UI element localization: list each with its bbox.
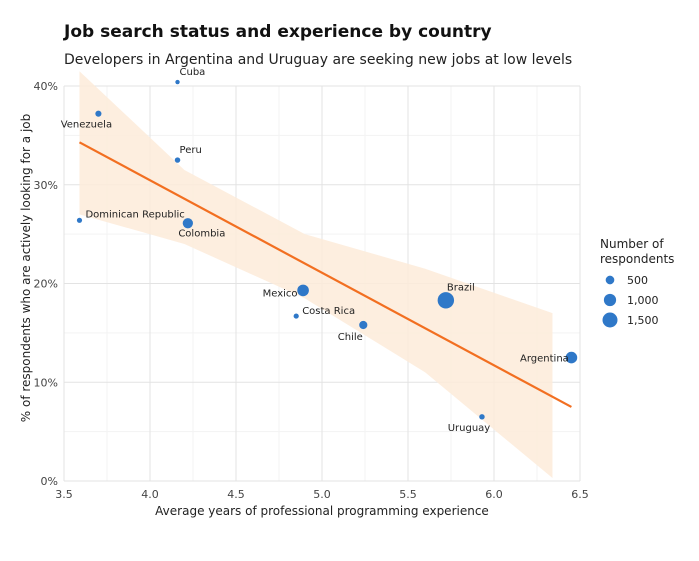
- data-point: [182, 218, 193, 229]
- point-label: Brazil: [447, 282, 475, 293]
- point-label: Costa Rica: [302, 306, 355, 317]
- data-point: [297, 284, 309, 297]
- x-axis-ticks: 3.5 4.0 4.5 5.0 5.5 6.0 6.5: [55, 488, 589, 501]
- data-point: [293, 313, 299, 319]
- data-point: [479, 414, 485, 420]
- x-tick-label: 5.0: [313, 488, 331, 501]
- data-point: [174, 157, 181, 163]
- point-label: Venezuela: [61, 120, 112, 131]
- point-label: Mexico: [263, 288, 298, 299]
- trend-line: [78, 141, 572, 408]
- trend-line-group: [78, 141, 572, 408]
- point-label: Colombia: [178, 228, 225, 239]
- y-tick-label: 40%: [34, 80, 58, 93]
- legend: Number of respondents 500 1,000 1,500: [600, 237, 674, 328]
- confidence-band: [79, 71, 553, 479]
- legend-entry-label: 1,500: [627, 314, 659, 327]
- x-tick-label: 5.5: [399, 488, 417, 501]
- y-axis-label: % of respondents who are actively lookin…: [19, 114, 33, 422]
- x-tick-label: 4.0: [141, 488, 159, 501]
- data-point: [565, 351, 578, 364]
- x-axis-label: Average years of professional programmin…: [155, 504, 489, 518]
- data-point: [76, 217, 83, 223]
- y-tick-label: 30%: [34, 179, 58, 192]
- legend-title-line-2: respondents: [600, 252, 674, 266]
- legend-entry-label: 1,000: [627, 294, 659, 307]
- legend-key: [603, 293, 617, 307]
- legend-title-line-1: Number of: [600, 237, 664, 251]
- point-label: Chile: [338, 332, 363, 343]
- legend-entry-label: 500: [627, 274, 648, 287]
- data-point: [95, 110, 102, 117]
- chart-title: Job search status and experience by coun…: [64, 22, 492, 42]
- legend-key: [605, 275, 615, 285]
- point-label: Peru: [180, 145, 202, 156]
- legend-title: Number of respondents: [600, 237, 674, 266]
- confidence-band-area: [79, 71, 553, 479]
- legend-entries: 500 1,000 1,500: [602, 274, 659, 328]
- y-axis-ticks: 0% 10% 20% 30% 40%: [34, 80, 58, 488]
- legend-key: [602, 312, 618, 328]
- point-label: Argentina: [520, 354, 569, 365]
- y-tick-label: 10%: [34, 376, 58, 389]
- x-tick-label: 3.5: [55, 488, 73, 501]
- data-point: [175, 79, 180, 85]
- data-point: [359, 320, 368, 330]
- point-label: Cuba: [180, 67, 206, 78]
- y-tick-label: 0%: [41, 475, 58, 488]
- y-tick-label: 20%: [34, 278, 58, 291]
- point-label: Uruguay: [448, 423, 491, 434]
- data-points: [76, 79, 578, 420]
- data-point: [437, 292, 455, 309]
- x-tick-label: 4.5: [227, 488, 245, 501]
- x-tick-label: 6.0: [485, 488, 503, 501]
- point-label: Dominican Republic: [85, 209, 184, 220]
- x-tick-label: 6.5: [571, 488, 589, 501]
- chart-subtitle: Developers in Argentina and Uruguay are …: [64, 52, 573, 68]
- point-labels: Cuba Venezuela Peru Dominican Republic Colom…: [61, 67, 569, 434]
